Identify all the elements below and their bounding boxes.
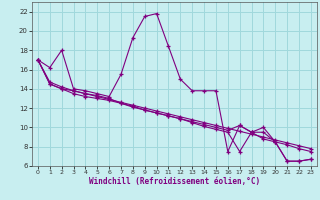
X-axis label: Windchill (Refroidissement éolien,°C): Windchill (Refroidissement éolien,°C) (89, 177, 260, 186)
